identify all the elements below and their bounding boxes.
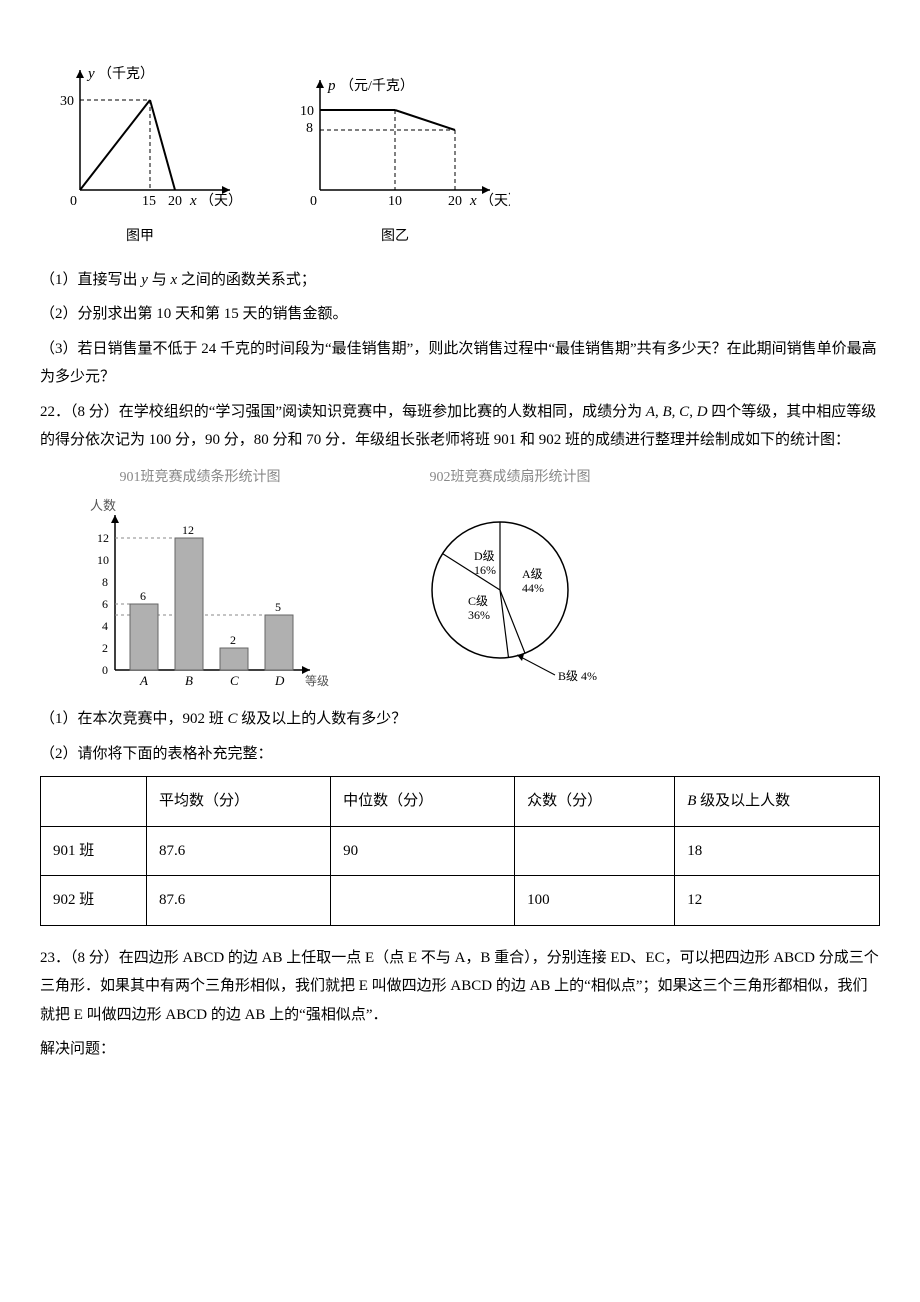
question-1: （1）直接写出 y 与 x 之间的函数关系式； — [40, 266, 880, 295]
y-symbol-jia: y — [86, 66, 95, 82]
svg-text:2: 2 — [102, 641, 108, 655]
bar-x-label: 等级 — [305, 674, 329, 688]
problem-22-q2: （2）请你将下面的表格补充完整： — [40, 740, 880, 769]
bar-chart: 人数 0 2 4 6 8 10 12 6 12 2 — [70, 495, 330, 690]
x-tick-20-yi: 20 — [448, 194, 462, 209]
y-tick-10: 10 — [300, 104, 314, 119]
pie-chart-container: 902班竞赛成绩扇形统计图 A级 44% C级 36% D级 16% — [390, 465, 630, 691]
x-label-jia: （天） — [200, 193, 240, 209]
problem-22-intro: 22．（8 分）在学校组织的“学习强国”阅读知识竞赛中，每班参加比赛的人数相同，… — [40, 398, 880, 455]
problem-23: 23．（8 分）在四边形 ABCD 的边 AB 上任取一点 E（点 E 不与 A… — [40, 944, 880, 1030]
th-b-above: B 级及以上人数 — [675, 777, 880, 827]
bar-y-label: 人数 — [90, 498, 116, 513]
var-y: y — [141, 272, 148, 288]
y-symbol-yi: p — [327, 78, 336, 94]
y-tick-8: 8 — [306, 121, 313, 136]
stat-charts-row: 901班竞赛成绩条形统计图 人数 0 2 4 6 8 10 12 — [70, 465, 880, 691]
pie-a-label: A级 — [522, 567, 543, 581]
question-3: （3）若日销售量不低于 24 千克的时间段为“最佳销售期”，则此次销售过程中“最… — [40, 335, 880, 392]
svg-text:0: 0 — [102, 663, 108, 677]
chart-jia-caption: 图甲 — [40, 224, 240, 251]
x-tick-20: 20 — [168, 194, 182, 209]
bar-val-d: 5 — [275, 600, 281, 614]
table-header-row: 平均数（分） 中位数（分） 众数（分） B 级及以上人数 — [41, 777, 880, 827]
chart-yi-caption: 图乙 — [280, 224, 510, 251]
cell-901-median: 90 — [331, 826, 515, 876]
svg-text:10: 10 — [97, 553, 109, 567]
svg-text:12: 12 — [97, 531, 109, 545]
y-label-jia: （千克） — [98, 66, 154, 82]
x-tick-15: 15 — [142, 194, 156, 209]
cell-902-mean: 87.6 — [147, 876, 331, 926]
pie-c-pct: 36% — [468, 608, 490, 622]
cell-901-mean: 87.6 — [147, 826, 331, 876]
chart-yi-container: 10 8 0 10 20 p （元/千克） x （天） 图乙 — [280, 60, 510, 251]
pie-a-pct: 44% — [522, 581, 544, 595]
problem-23-solve: 解决问题： — [40, 1035, 880, 1064]
pie-c-label: C级 — [468, 594, 488, 608]
pie-b-label: B级 4% — [558, 669, 597, 683]
problem-22-q1: （1）在本次竞赛中，902 班 C 级及以上的人数有多少？ — [40, 705, 880, 734]
svg-text:6: 6 — [102, 597, 108, 611]
x-symbol-jia: x — [189, 193, 197, 209]
cell-902: 902 班 — [41, 876, 147, 926]
cell-902-median — [331, 876, 515, 926]
cell-902-babove: 12 — [675, 876, 880, 926]
var-x: x — [170, 272, 177, 288]
bar-cat-a: A — [139, 673, 148, 688]
origin-jia: 0 — [70, 194, 77, 209]
pie-d-pct: 16% — [474, 563, 496, 577]
bar-val-c: 2 — [230, 633, 236, 647]
pie-chart-title: 902班竞赛成绩扇形统计图 — [390, 465, 630, 492]
y-label-yi: （元/千克） — [340, 78, 414, 94]
bar-cat-d: D — [274, 673, 285, 688]
chart-yi: 10 8 0 10 20 p （元/千克） x （天） — [280, 60, 510, 220]
cell-901-mode — [515, 826, 675, 876]
stats-table: 平均数（分） 中位数（分） 众数（分） B 级及以上人数 901 班 87.6 … — [40, 776, 880, 926]
bar-chart-title: 901班竞赛成绩条形统计图 — [70, 465, 330, 492]
table-row: 902 班 87.6 100 12 — [41, 876, 880, 926]
bar-chart-container: 901班竞赛成绩条形统计图 人数 0 2 4 6 8 10 12 — [70, 465, 330, 691]
bar-val-b: 12 — [182, 523, 194, 537]
top-charts-row: 30 0 15 20 y （千克） x （天） 图甲 10 8 — [40, 60, 880, 251]
svg-text:4: 4 — [102, 619, 108, 633]
question-2: （2）分别求出第 10 天和第 15 天的销售金额。 — [40, 300, 880, 329]
bar-cat-c: C — [230, 673, 239, 688]
cell-901-babove: 18 — [675, 826, 880, 876]
bar-val-a: 6 — [140, 589, 146, 603]
y-tick-30: 30 — [60, 94, 74, 109]
th-mean: 平均数（分） — [147, 777, 331, 827]
origin-yi: 0 — [310, 194, 317, 209]
chart-jia: 30 0 15 20 y （千克） x （天） — [40, 60, 240, 220]
chart-jia-container: 30 0 15 20 y （千克） x （天） 图甲 — [40, 60, 240, 251]
th-median: 中位数（分） — [331, 777, 515, 827]
th-blank — [41, 777, 147, 827]
bar-cat-b: B — [185, 673, 193, 688]
pie-d-label: D级 — [474, 549, 495, 563]
x-label-yi: （天） — [480, 193, 510, 209]
th-mode: 众数（分） — [515, 777, 675, 827]
x-symbol-yi: x — [469, 193, 477, 209]
cell-902-mode: 100 — [515, 876, 675, 926]
x-tick-10-yi: 10 — [388, 194, 402, 209]
pie-chart: A级 44% C级 36% D级 16% B级 4% — [390, 495, 630, 690]
table-row: 901 班 87.6 90 18 — [41, 826, 880, 876]
svg-text:8: 8 — [102, 575, 108, 589]
cell-901: 901 班 — [41, 826, 147, 876]
